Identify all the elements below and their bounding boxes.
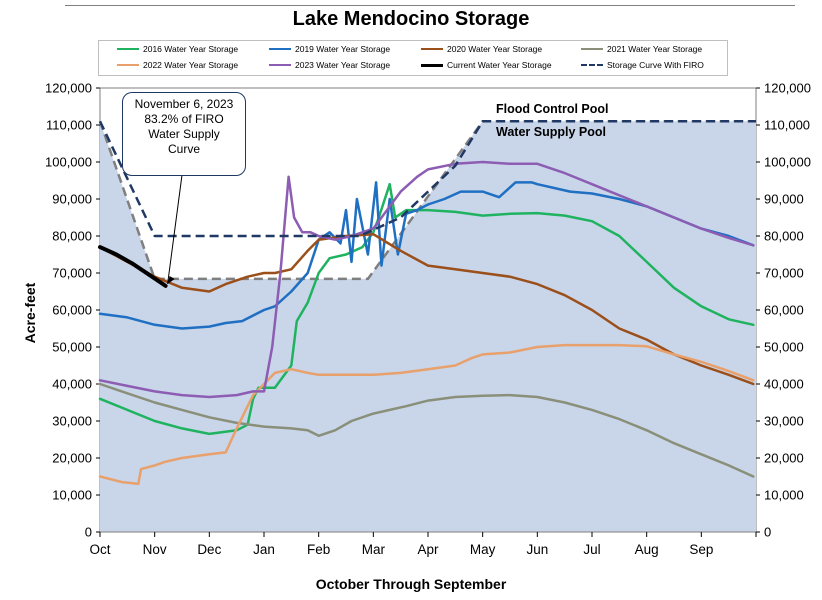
y-tick-label-right: 120,000 bbox=[764, 81, 811, 96]
y-tick-label-left: 50,000 bbox=[52, 340, 92, 355]
x-tick-label: May bbox=[470, 542, 496, 557]
y-tick-label-left: 60,000 bbox=[52, 303, 92, 318]
legend-swatch bbox=[421, 48, 443, 50]
series-line-2 bbox=[98, 181, 755, 330]
series-line-7 bbox=[98, 245, 168, 288]
legend-label: Storage Curve With FIRO bbox=[607, 60, 704, 70]
legend-swatch bbox=[581, 48, 603, 50]
series-line-1 bbox=[98, 182, 755, 436]
legend-item: 2019 Water Year Storage bbox=[269, 44, 390, 54]
y-axis-label: Acre-feet bbox=[22, 282, 38, 344]
callout-arrow-head bbox=[167, 275, 175, 284]
flood-control-pool-label: Flood Control Pool bbox=[496, 102, 609, 116]
chart-title: Lake Mendocino Storage bbox=[292, 8, 530, 30]
legend-item: 2023 Water Year Storage bbox=[269, 60, 390, 70]
callout-line-2: 83.2% of FIRO bbox=[144, 112, 224, 126]
y-tick-label-left: 70,000 bbox=[52, 266, 92, 281]
y-tick-label-right: 20,000 bbox=[764, 451, 804, 466]
y-tick-label-left: 80,000 bbox=[52, 229, 92, 244]
y-tick-label-right: 0 bbox=[764, 525, 771, 540]
y-tick-label-right: 80,000 bbox=[764, 229, 804, 244]
x-axis-label: October Through September bbox=[315, 576, 507, 592]
series-line-4 bbox=[98, 382, 755, 478]
legend-item: 2022 Water Year Storage bbox=[117, 60, 238, 70]
y-tick-label-right: 110,000 bbox=[764, 118, 810, 133]
y-tick-label-left: 90,000 bbox=[52, 192, 92, 207]
callout-line-4: Curve bbox=[167, 142, 200, 156]
series-line-6 bbox=[98, 160, 755, 399]
x-tick-label: Feb bbox=[307, 542, 330, 557]
legend-label: 2016 Water Year Storage bbox=[143, 44, 239, 54]
y-tick-label-right: 10,000 bbox=[764, 488, 804, 503]
callout-line-3: Water Supply bbox=[148, 127, 220, 141]
y-tick-label-left: 30,000 bbox=[52, 414, 92, 429]
y-tick-label-right: 70,000 bbox=[764, 266, 804, 281]
legend-swatch bbox=[117, 48, 139, 50]
x-tick-label: Apr bbox=[417, 542, 439, 557]
series-line-5 bbox=[98, 343, 755, 486]
water-supply-pool-label: Water Supply Pool bbox=[496, 125, 606, 139]
date-callout: November 6, 2023 83.2% of FIRO Water Sup… bbox=[122, 92, 246, 176]
legend-swatch bbox=[269, 64, 291, 66]
y-tick-label-right: 30,000 bbox=[764, 414, 804, 429]
y-tick-label-left: 100,000 bbox=[45, 155, 92, 170]
y-tick-label-right: 40,000 bbox=[764, 377, 804, 392]
legend-item: 2016 Water Year Storage bbox=[117, 44, 238, 54]
x-tick-label: Mar bbox=[362, 542, 386, 557]
y-tick-label-left: 10,000 bbox=[52, 488, 92, 503]
water-supply-pool-area bbox=[100, 121, 756, 533]
y-tick-label-right: 60,000 bbox=[764, 303, 804, 318]
y-tick-label-right: 100,000 bbox=[764, 155, 811, 170]
legend-label: 2021 Water Year Storage bbox=[607, 44, 703, 54]
y-tick-label-left: 40,000 bbox=[52, 377, 92, 392]
legend-item: 2020 Water Year Storage bbox=[421, 44, 542, 54]
x-tick-label: Nov bbox=[143, 542, 167, 557]
legend-swatch bbox=[269, 48, 291, 50]
y-tick-label-left: 110,000 bbox=[46, 118, 92, 133]
legend-label: Current Water Year Storage bbox=[447, 60, 552, 70]
x-tick-label: Oct bbox=[89, 542, 110, 557]
legend-item: Storage Curve With FIRO bbox=[581, 60, 704, 70]
y-tick-label-right: 50,000 bbox=[764, 340, 804, 355]
callout-line-1: November 6, 2023 bbox=[134, 97, 234, 111]
x-tick-label: Jun bbox=[526, 542, 548, 557]
callout-arrow-line bbox=[167, 174, 183, 285]
legend: 2016 Water Year Storage 2019 Water Year S… bbox=[98, 40, 728, 76]
x-tick-label: Dec bbox=[197, 542, 221, 557]
legend-label: 2020 Water Year Storage bbox=[447, 44, 543, 54]
series-line-3 bbox=[98, 232, 755, 386]
series-line-8 bbox=[98, 120, 756, 238]
y-tick-label-right: 90,000 bbox=[764, 192, 804, 207]
top-rule bbox=[65, 5, 795, 6]
legend-item: 2021 Water Year Storage bbox=[581, 44, 702, 54]
legend-label: 2023 Water Year Storage bbox=[295, 60, 391, 70]
y-tick-label-left: 120,000 bbox=[45, 81, 92, 96]
x-tick-label: Jan bbox=[253, 542, 275, 557]
legend-label: 2019 Water Year Storage bbox=[295, 44, 391, 54]
x-tick-label: Aug bbox=[635, 542, 659, 557]
legend-item: Current Water Year Storage bbox=[421, 60, 552, 70]
y-tick-label-left: 20,000 bbox=[52, 451, 92, 466]
legend-swatch bbox=[117, 64, 139, 66]
legend-swatch bbox=[581, 64, 603, 66]
x-tick-label: Sep bbox=[689, 542, 713, 557]
y-tick-label-left: 0 bbox=[85, 525, 92, 540]
x-tick-label: Jul bbox=[583, 542, 600, 557]
legend-label: 2022 Water Year Storage bbox=[143, 60, 239, 70]
legend-swatch bbox=[421, 63, 443, 67]
